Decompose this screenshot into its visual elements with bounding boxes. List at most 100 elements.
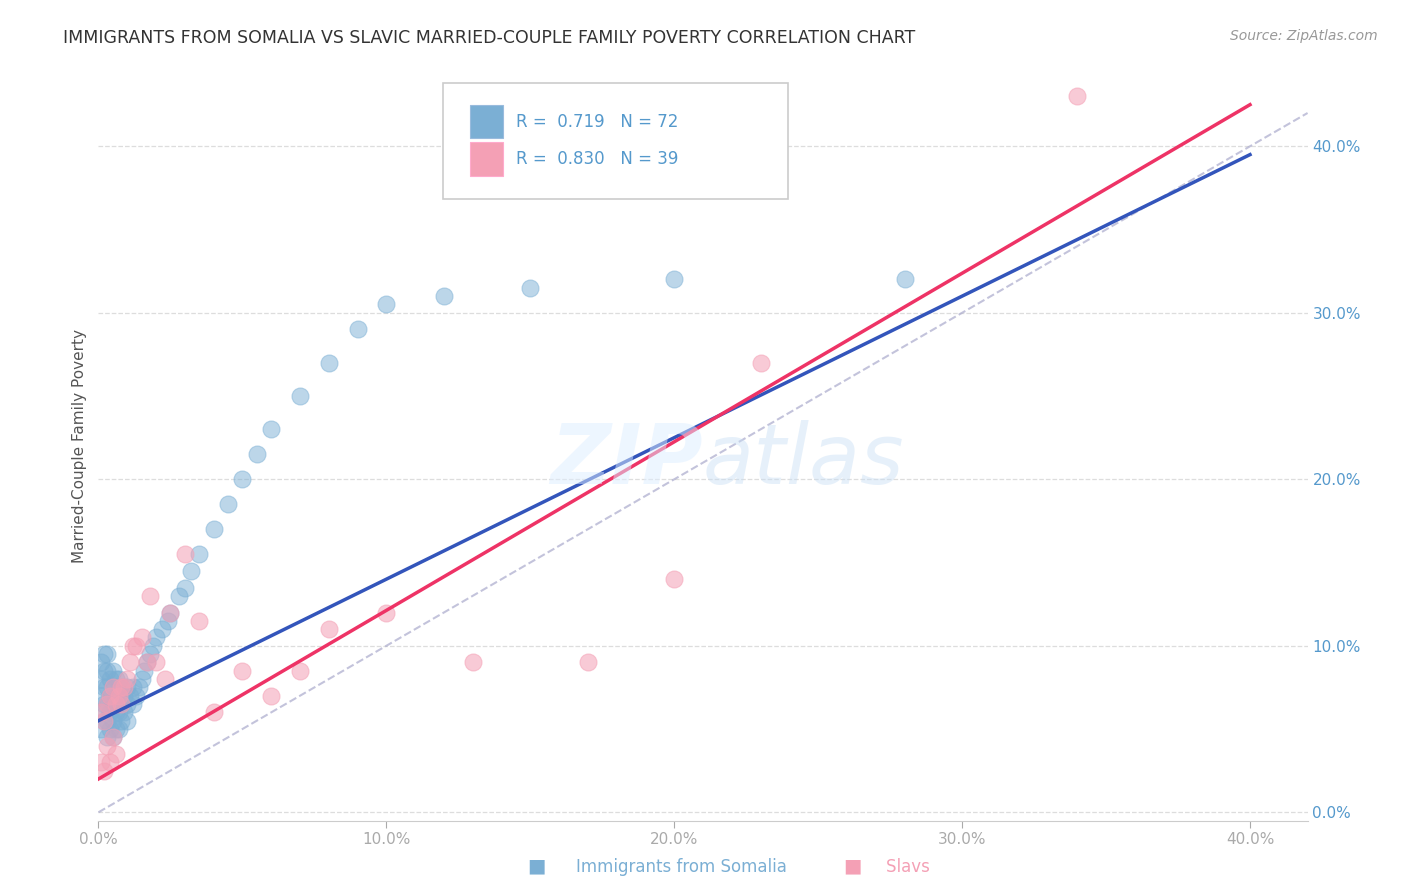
Point (93, 664, 115, 678)
Point (93, 764, 115, 778)
Point (893, 272, 915, 286)
Point (101, 697, 124, 711)
Point (122, 697, 145, 711)
Point (107, 722, 129, 736)
Point (104, 722, 127, 736)
Point (664, 272, 686, 286)
Bar (470, 142, 503, 176)
Point (375, 297, 398, 311)
Point (107, 706, 129, 720)
Point (110, 681, 132, 695)
Point (107, 672, 129, 686)
Point (110, 714, 132, 728)
Point (104, 706, 127, 720)
Point (96, 697, 118, 711)
Point (173, 581, 195, 595)
Point (375, 606, 398, 620)
Point (231, 472, 253, 486)
Point (110, 697, 132, 711)
Point (90, 706, 112, 720)
Point (120, 689, 142, 703)
Point (96, 739, 118, 753)
Point (101, 731, 124, 745)
Point (156, 614, 179, 628)
Point (128, 681, 150, 695)
Point (96, 697, 118, 711)
Point (749, 356, 772, 370)
Point (139, 647, 162, 661)
Point (101, 681, 124, 695)
Point (159, 606, 181, 620)
Point (98, 689, 121, 703)
Point (96, 647, 118, 661)
Point (139, 589, 162, 603)
Point (125, 639, 148, 653)
Point (318, 356, 340, 370)
Point (107, 689, 129, 703)
Point (246, 447, 269, 461)
Point (93, 647, 115, 661)
Point (104, 697, 127, 711)
Point (202, 706, 225, 720)
Y-axis label: Married-Couple Family Poverty: Married-Couple Family Poverty (72, 329, 87, 563)
Point (93, 697, 115, 711)
Point (98, 722, 121, 736)
Point (93, 681, 115, 695)
Point (136, 656, 159, 670)
Point (104, 747, 127, 761)
Point (112, 689, 135, 703)
Point (231, 664, 253, 678)
Point (98, 689, 121, 703)
Point (96, 681, 118, 695)
Point (96, 714, 118, 728)
Point (107, 689, 129, 703)
Point (125, 689, 148, 703)
Point (90, 656, 112, 670)
Point (260, 422, 283, 436)
Point (115, 681, 138, 695)
Point (96, 664, 118, 678)
Point (98, 756, 121, 770)
Text: atlas: atlas (703, 420, 904, 501)
Point (145, 656, 167, 670)
Point (180, 564, 202, 578)
Point (101, 664, 124, 678)
Point (576, 656, 599, 670)
Point (90, 722, 112, 736)
Point (202, 522, 225, 536)
FancyBboxPatch shape (443, 83, 787, 199)
Point (104, 689, 127, 703)
Point (112, 681, 135, 695)
Point (93, 714, 115, 728)
Point (101, 681, 124, 695)
Point (98, 672, 121, 686)
Point (188, 614, 211, 628)
Text: ■: ■ (844, 857, 862, 876)
Text: Source: ZipAtlas.com: Source: ZipAtlas.com (1230, 29, 1378, 43)
Text: R =  0.830   N = 39: R = 0.830 N = 39 (516, 150, 678, 168)
Point (173, 547, 195, 561)
Point (318, 622, 340, 636)
Text: Slavs: Slavs (865, 858, 929, 876)
Point (260, 689, 283, 703)
Text: ZIP: ZIP (550, 420, 703, 501)
Bar (470, 104, 503, 138)
Point (145, 631, 167, 645)
Point (131, 672, 153, 686)
Point (519, 281, 541, 295)
Point (90, 672, 112, 686)
Text: IMMIGRANTS FROM SOMALIA VS SLAVIC MARRIED-COUPLE FAMILY POVERTY CORRELATION CHAR: IMMIGRANTS FROM SOMALIA VS SLAVIC MARRIE… (63, 29, 915, 46)
Point (112, 706, 135, 720)
Point (134, 664, 156, 678)
Point (1066, 89, 1088, 103)
Text: R =  0.719   N = 72: R = 0.719 N = 72 (516, 112, 678, 130)
Point (159, 606, 181, 620)
Point (288, 389, 311, 403)
Point (664, 572, 686, 586)
Point (115, 697, 138, 711)
Point (115, 714, 138, 728)
Point (90, 756, 112, 770)
Point (104, 672, 127, 686)
Point (101, 714, 124, 728)
Point (346, 322, 368, 336)
